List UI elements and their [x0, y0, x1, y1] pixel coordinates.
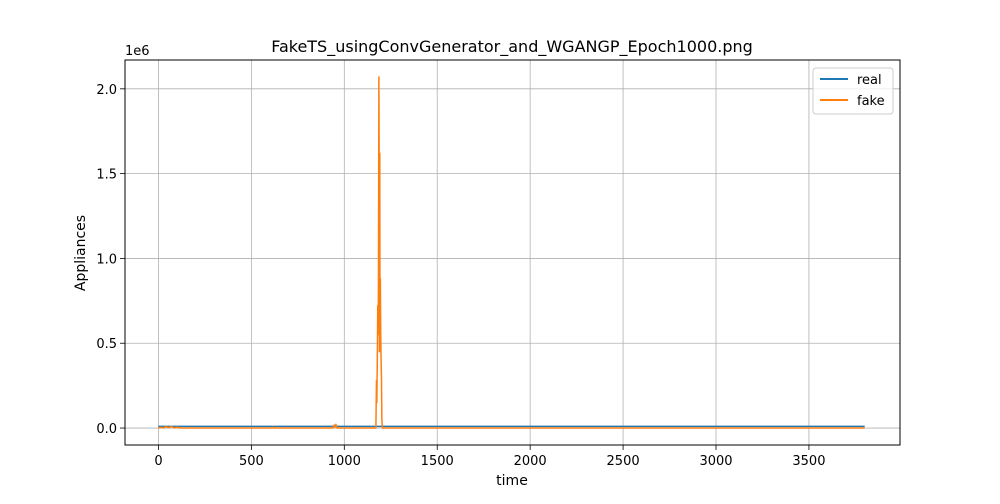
legend: real fake — [812, 67, 894, 115]
x-tick-label: 3500 — [792, 454, 825, 469]
x-tick-label: 3000 — [699, 454, 732, 469]
x-tick-label: 0 — [154, 454, 162, 469]
x-tick-label: 2500 — [607, 454, 640, 469]
y-ticks: 0.0 0.5 1.0 1.5 2.0 — [96, 83, 125, 437]
x-tick-label: 1000 — [328, 454, 361, 469]
x-tick-label: 500 — [239, 454, 264, 469]
y-offset-label: 1e6 — [125, 44, 150, 59]
series-layer — [158, 76, 865, 429]
y-tick-label: 2.0 — [96, 83, 117, 98]
series-line-fake — [158, 76, 865, 429]
y-tick-label: 1.5 — [96, 168, 117, 183]
y-axis-label: Appliances — [73, 215, 89, 291]
legend-label-fake: fake — [857, 94, 885, 109]
x-tick-label: 2000 — [514, 454, 547, 469]
y-tick-label: 0.0 — [96, 422, 117, 437]
legend-label-real: real — [857, 73, 882, 88]
axes-frame — [124, 59, 901, 446]
x-tick-label: 1500 — [421, 454, 454, 469]
x-axis-label: time — [496, 473, 528, 489]
y-tick-label: 0.5 — [96, 337, 117, 352]
y-tick-label: 1.0 — [96, 252, 117, 267]
x-ticks: 0 500 1000 1500 2000 2500 3000 3500 — [154, 445, 825, 469]
chart-title: FakeTS_usingConvGenerator_and_WGANGP_Epo… — [271, 37, 753, 57]
